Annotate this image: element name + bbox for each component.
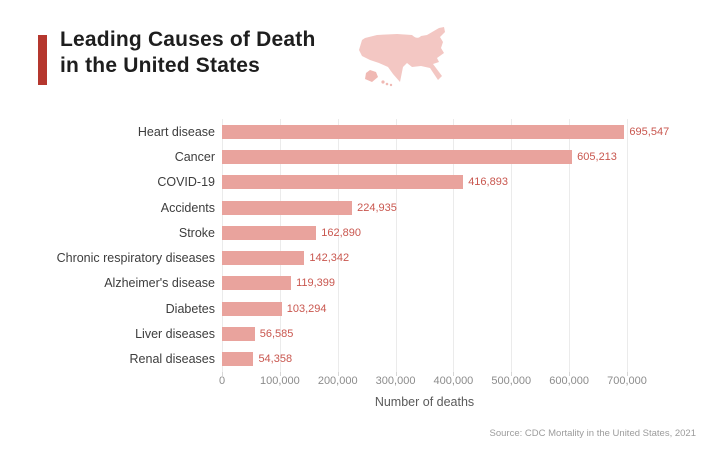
tickmark-700,000: [627, 372, 628, 376]
gridline-200,000: [337, 119, 339, 372]
title-accent-bar: [38, 35, 47, 85]
page-title-line2: in the United States: [60, 54, 261, 77]
bar-value-label: 56,585: [259, 328, 294, 341]
bar: [222, 225, 317, 240]
bar: [222, 301, 282, 316]
tickmark-100,000: [279, 372, 281, 376]
gridline-300,000: [395, 119, 397, 372]
bar-track: 695,547: [222, 124, 698, 139]
bar-row: Cancer 605,213: [38, 144, 698, 169]
bar-value-label: 103,294: [286, 302, 327, 315]
x-axis-title: Number of deaths: [374, 395, 475, 409]
bar: [222, 251, 305, 266]
bar: [222, 276, 292, 291]
x-tick-label: 600,000: [549, 375, 590, 387]
bar-value-label: 142,342: [309, 252, 350, 265]
page-title-line1: Leading Causes of Death: [60, 28, 316, 51]
bar-value-label: 695,547: [629, 125, 670, 138]
tickmark-300,000: [395, 372, 397, 376]
bar-row: Heart disease 695,547: [38, 119, 698, 144]
bar-track: 605,213: [222, 149, 698, 164]
gridline-100,000: [279, 119, 281, 372]
bar-track: 162,890: [222, 225, 698, 240]
category-label: Renal diseases: [129, 352, 215, 367]
category-label: Alzheimer's disease: [104, 276, 215, 291]
category-label: Accidents: [160, 200, 215, 215]
bar-track: 54,358: [222, 352, 698, 367]
bar-row: Liver diseases 56,585: [38, 321, 698, 346]
tickmark-400,000: [453, 372, 455, 376]
category-label: COVID-19: [157, 175, 215, 190]
gridline-700,000: [627, 119, 628, 372]
bar-value-label: 416,893: [468, 176, 508, 189]
usa-map-icon: [359, 27, 445, 87]
bar-value-label: 605,213: [577, 150, 617, 163]
bar: [222, 352, 254, 367]
category-label: Stroke: [178, 225, 215, 240]
bar: [222, 149, 573, 164]
bar-track: 103,294: [222, 301, 698, 316]
bar-row: COVID-19 416,893: [38, 170, 698, 195]
bar: [222, 124, 625, 139]
category-label: Diabetes: [165, 301, 215, 316]
page-title: Leading Causes of Death in the United St…: [60, 27, 315, 79]
bar-value-label: 162,890: [321, 226, 361, 239]
category-label: Chronic respiratory diseases: [56, 251, 215, 266]
x-tick-label: 500,000: [491, 375, 532, 387]
x-tick-label: 300,000: [375, 375, 416, 387]
gridline-0: [222, 119, 223, 372]
bar-row: Renal diseases 54,358: [38, 347, 698, 372]
bar-track: 416,893: [222, 175, 698, 190]
x-tick-label: 0: [218, 375, 226, 387]
bar-rows: Heart disease 695,547 Cancer 605,213 COVID-1…: [38, 119, 698, 372]
bar-track: 119,399: [222, 276, 698, 291]
bar-value-label: 224,935: [357, 201, 397, 214]
x-tick-label: 700,000: [607, 375, 647, 387]
gridline-600,000: [569, 119, 571, 372]
bar-value-label: 119,399: [296, 277, 336, 290]
bar: [222, 175, 464, 190]
gridline-500,000: [511, 119, 513, 372]
tickmark-200,000: [337, 372, 339, 376]
category-label: Heart disease: [137, 124, 215, 139]
tickmark-600,000: [569, 372, 571, 376]
bar-track: 224,935: [222, 200, 698, 215]
tickmark-500,000: [511, 372, 513, 376]
bar-row: Alzheimer's disease 119,399: [38, 271, 698, 296]
bar-value-label: 54,358: [258, 353, 293, 366]
category-label: Liver diseases: [135, 327, 215, 342]
x-tick-label: 100,000: [259, 375, 300, 387]
bar-row: Stroke 162,890: [38, 220, 698, 245]
bar-row: Accidents 224,935: [38, 195, 698, 220]
x-tick-label: 200,000: [317, 375, 358, 387]
bar: [222, 200, 353, 215]
plot-area: [222, 119, 628, 376]
source-note: Source: CDC Mortality in the United Stat…: [489, 428, 696, 439]
bar-row: Chronic respiratory diseases 142,342: [38, 245, 698, 270]
category-label: Cancer: [174, 149, 215, 164]
x-tick-label: 400,000: [433, 375, 474, 387]
bar-row: Diabetes 103,294: [38, 296, 698, 321]
x-axis-ticks: 0 100,000 200,000 300,000 400,000 500,000 600,…: [218, 375, 647, 389]
gridline-400,000: [453, 119, 455, 372]
bar-track: 56,585: [222, 327, 698, 342]
bar-track: 142,342: [222, 251, 698, 266]
tickmark-0: [222, 372, 223, 376]
bar: [222, 327, 255, 342]
